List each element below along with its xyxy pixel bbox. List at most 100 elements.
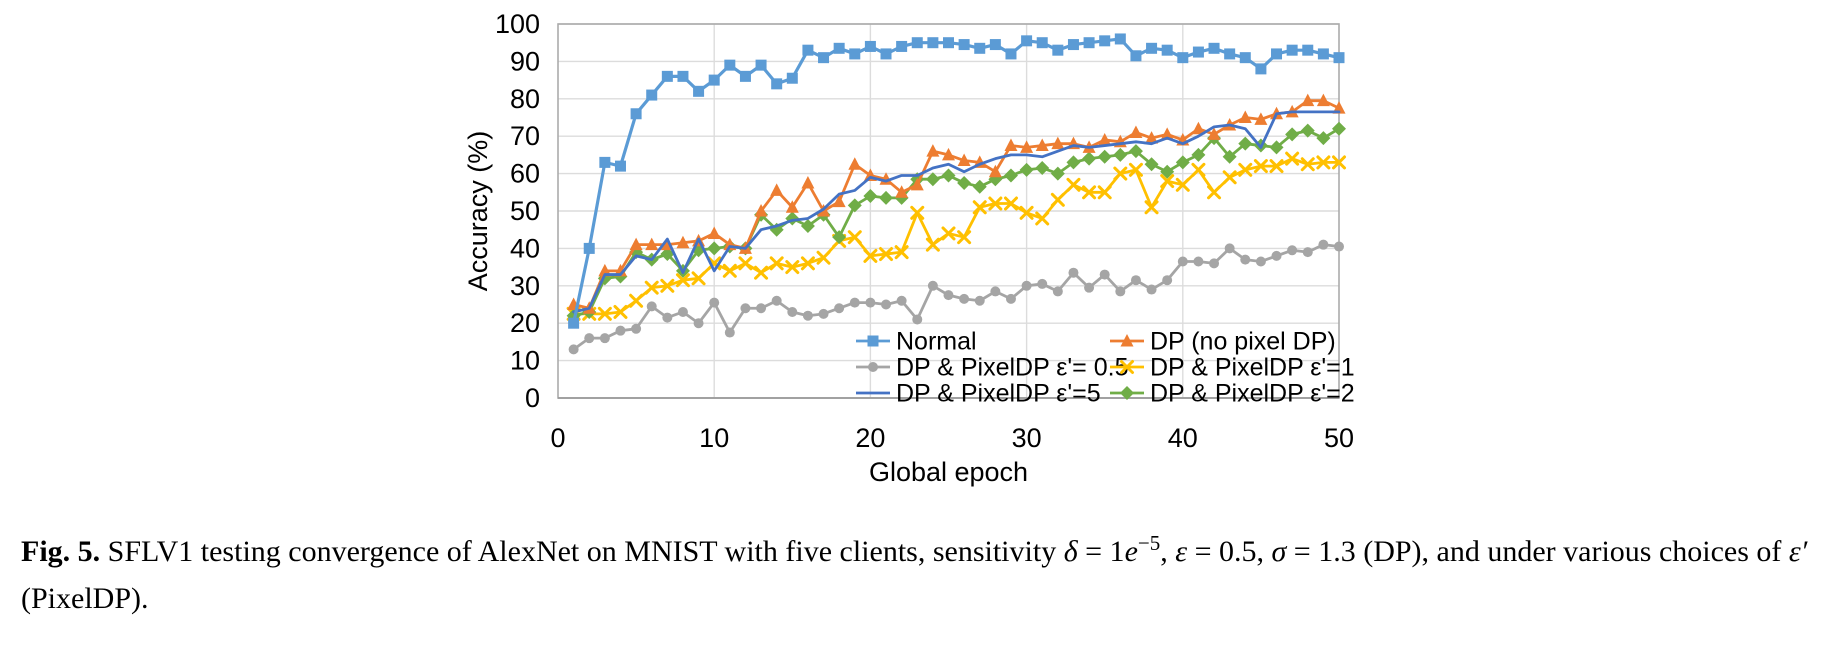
series-1-marker — [770, 183, 784, 196]
x-tick-label: 0 — [550, 423, 565, 453]
series-5-marker — [957, 175, 972, 190]
series-0-marker — [943, 37, 954, 49]
series-2-marker — [1052, 286, 1063, 297]
caption-text-run: e — [1124, 535, 1138, 568]
series-1-marker — [1145, 131, 1159, 144]
series-0-marker — [1271, 48, 1283, 60]
legend-0-marker — [867, 335, 879, 347]
y-tick-label: 100 — [495, 9, 540, 39]
x-tick-label: 40 — [1168, 423, 1198, 453]
series-0-marker — [802, 44, 814, 56]
series-5-marker — [1269, 140, 1284, 155]
series-2-marker — [1146, 284, 1157, 295]
series-0-marker — [693, 85, 705, 97]
series-0-marker — [1208, 42, 1220, 54]
series-0-marker — [1021, 35, 1033, 47]
series-0-marker — [927, 37, 939, 49]
series-3-marker — [879, 247, 894, 262]
series-2-marker — [693, 318, 704, 329]
series-3-marker — [1050, 192, 1065, 207]
series-0-marker — [1302, 44, 1314, 56]
series-0-marker — [896, 40, 908, 52]
series-2-marker — [1240, 254, 1251, 265]
series-2-marker — [662, 312, 673, 323]
legend-label: Normal — [896, 328, 977, 356]
series-0-marker — [974, 42, 986, 54]
series-2-marker — [990, 286, 1001, 297]
series-3-marker — [785, 260, 800, 275]
series-3-marker — [691, 271, 706, 286]
series-1-marker — [895, 185, 909, 198]
series-0-marker — [1052, 44, 1064, 56]
legend-5-marker — [1120, 386, 1134, 400]
series-3-marker — [613, 304, 628, 319]
series-1-marker — [1207, 127, 1221, 140]
series-2-marker — [1037, 278, 1048, 289]
y-tick-label: 50 — [510, 196, 540, 226]
series-1-marker — [754, 204, 768, 217]
series-5-marker — [1082, 151, 1097, 166]
caption-text-run: = 1 — [1077, 535, 1125, 568]
series-0-marker — [646, 89, 658, 101]
y-tick-label: 60 — [510, 159, 540, 189]
series-2-marker — [1115, 286, 1126, 297]
series-0-marker — [708, 74, 720, 86]
series-2-marker — [834, 303, 845, 314]
series-1-marker — [1004, 138, 1018, 152]
series-3-marker — [1191, 162, 1206, 177]
series-2-marker — [1318, 239, 1329, 250]
series-2-marker — [740, 303, 751, 314]
caption-text-run: (PixelDP). — [21, 582, 149, 615]
y-tick-label: 80 — [510, 84, 540, 114]
series-3-marker — [972, 200, 987, 215]
series-2-marker — [881, 299, 892, 310]
series-3-marker — [816, 250, 831, 265]
series-1-marker — [1035, 138, 1049, 152]
series-0-marker — [1317, 48, 1329, 60]
series-2-marker — [802, 310, 813, 321]
series-2-marker — [1162, 275, 1173, 286]
series-1-marker — [1301, 93, 1315, 107]
series-5-marker — [1300, 123, 1315, 138]
series-0-marker — [880, 48, 892, 60]
series-1-marker — [1238, 110, 1252, 123]
series-3-marker — [675, 273, 690, 288]
series-3-marker — [769, 256, 784, 271]
series-2-marker — [1099, 269, 1110, 280]
legend-label: DP & PixelDP ε'=1 — [1150, 354, 1355, 382]
series-1-marker — [1160, 127, 1174, 140]
series-0-marker — [1192, 46, 1204, 58]
caption-text-run: ε′ — [1788, 535, 1808, 568]
series-2-marker — [974, 295, 985, 306]
series-2-marker — [865, 297, 876, 308]
series-1-line — [572, 99, 1341, 310]
series-1-marker — [707, 226, 721, 239]
series-2-marker — [646, 301, 657, 312]
legend-label: DP (no pixel DP) — [1150, 328, 1336, 356]
series-5-marker — [847, 198, 862, 213]
y-tick-label: 10 — [510, 346, 540, 376]
series-2-marker — [615, 325, 626, 336]
series-2-marker — [1287, 245, 1298, 256]
series-5-marker — [707, 241, 722, 256]
series-2-marker — [599, 333, 610, 344]
series-3-marker — [722, 263, 737, 278]
series-0-marker — [1114, 33, 1126, 45]
series-3-marker — [754, 265, 769, 280]
series-3-marker — [660, 278, 675, 293]
y-tick-label: 70 — [510, 121, 540, 151]
series-2-marker — [1130, 275, 1141, 286]
series-2-marker — [818, 308, 829, 319]
y-tick-label: 0 — [525, 383, 540, 413]
series-2-marker — [631, 323, 642, 334]
legend-2-marker — [868, 362, 878, 372]
series-5-marker — [1050, 166, 1065, 181]
series-3-marker — [1316, 155, 1331, 170]
series-3-marker — [910, 205, 925, 220]
series-2-marker — [677, 306, 688, 317]
series-0-marker — [911, 37, 923, 49]
series-2-marker — [787, 306, 798, 317]
series-5-marker — [863, 189, 878, 204]
series-3-marker — [1035, 211, 1050, 226]
series-5-marker — [1285, 127, 1300, 142]
